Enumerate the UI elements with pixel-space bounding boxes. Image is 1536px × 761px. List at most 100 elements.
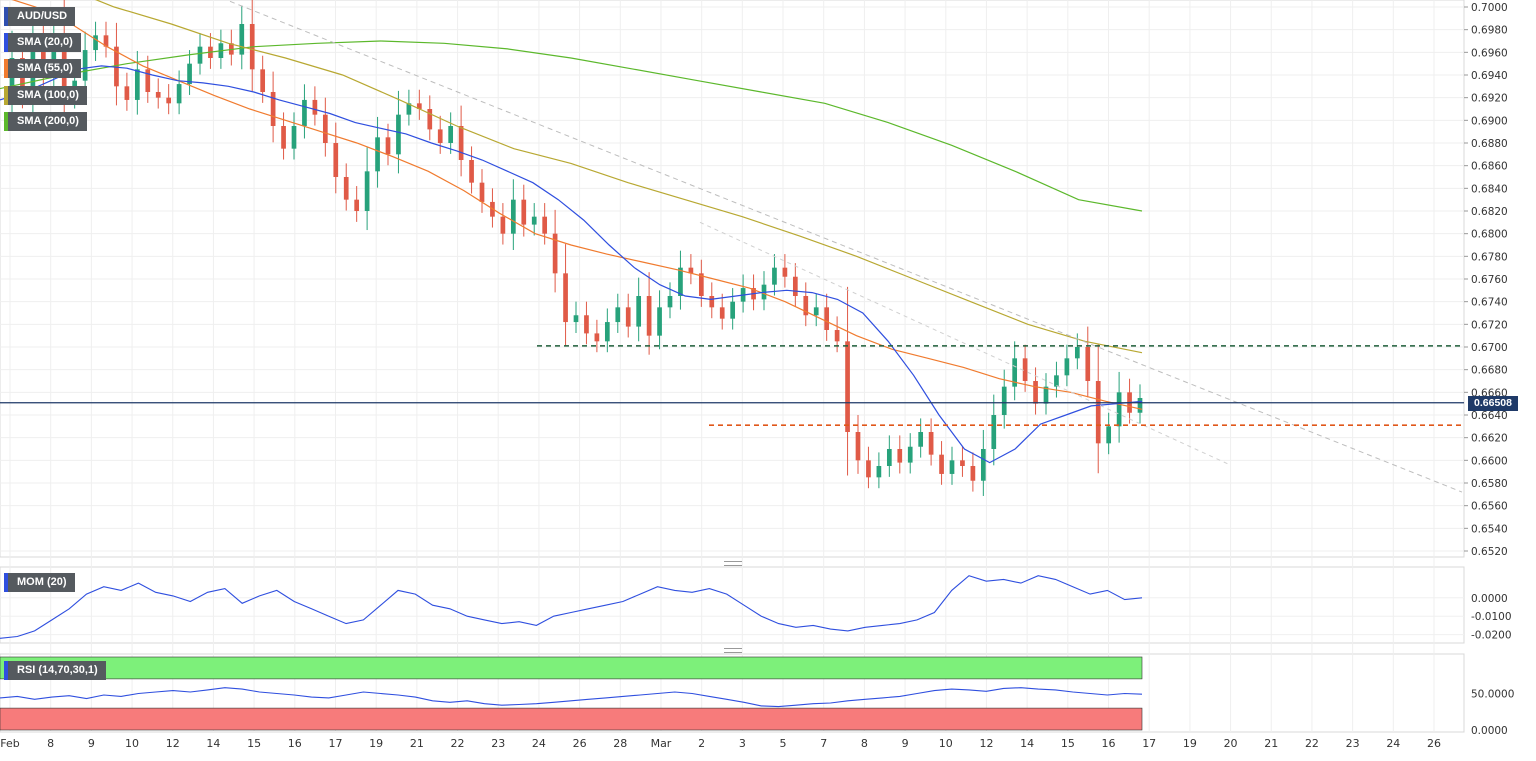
price-tick-label: 0.6620	[1471, 433, 1508, 445]
candle-body	[375, 137, 380, 172]
x-tick-label: 5	[780, 737, 787, 750]
mom-tick-label: -0.0100	[1471, 611, 1512, 623]
candle-body	[260, 69, 266, 92]
price-tick-label: 0.6600	[1471, 455, 1508, 467]
legend-rsi[interactable]: RSI (14,70,30,1)	[4, 661, 106, 680]
x-tick-label: 2	[698, 737, 705, 750]
x-tick-label: 19	[1183, 737, 1197, 750]
candle-body	[604, 322, 610, 342]
candle-body	[427, 109, 433, 130]
candle-body	[1022, 358, 1028, 381]
candle-body	[657, 307, 662, 336]
price-tick-label: 0.6900	[1471, 115, 1508, 127]
candle-body	[563, 273, 568, 323]
x-tick-label: 17	[328, 737, 342, 750]
candle-body	[281, 126, 286, 149]
candle-body	[448, 126, 454, 143]
candle-body	[114, 46, 119, 87]
x-tick-label: 8	[861, 737, 868, 750]
x-tick-label: 14	[206, 737, 220, 750]
x-tick-label: 21	[410, 737, 424, 750]
candle-body	[416, 103, 422, 109]
price-tick-label: 0.6760	[1471, 274, 1508, 286]
candle-body	[834, 330, 840, 342]
candle-body	[782, 267, 788, 277]
legend-momentum[interactable]: MOM (20)	[4, 573, 75, 592]
price-tick-label: 0.6680	[1471, 365, 1508, 377]
x-tick-label: Mar	[651, 737, 672, 750]
candle-body	[531, 216, 537, 225]
candle-body	[93, 35, 98, 51]
rsi-line	[0, 687, 1143, 708]
candle-body	[354, 199, 360, 211]
x-tick-label: 24	[532, 737, 546, 750]
candle-body	[991, 415, 997, 449]
price-tick-label: 0.6860	[1471, 161, 1508, 173]
sma55-line	[11, 0, 1143, 410]
candle-body	[1043, 386, 1049, 404]
x-tick-label: 22	[451, 737, 465, 750]
candle-body	[615, 307, 621, 323]
x-tick-label: 9	[902, 737, 909, 750]
candle-body	[719, 307, 725, 319]
candle-body	[1137, 398, 1143, 413]
candle-body	[792, 276, 798, 296]
candle-body	[1095, 381, 1101, 444]
price-tick-label: 0.6640	[1471, 410, 1508, 422]
candle-body	[9, 58, 15, 104]
candle-body	[312, 99, 318, 115]
candle-body	[949, 460, 955, 474]
rsi-tick-label: 0.0000	[1471, 725, 1508, 737]
candle-body	[124, 86, 130, 100]
candle-body	[458, 126, 464, 160]
x-tick-label: 7	[820, 737, 827, 750]
legend-sma100[interactable]: SMA (100,0)	[4, 86, 87, 105]
candle-body	[980, 449, 986, 481]
mom-tick-label: -0.0200	[1471, 630, 1512, 642]
candle-body	[573, 315, 579, 323]
x-tick-label: 20	[1224, 737, 1238, 750]
candle-body	[239, 24, 245, 55]
candle-body	[385, 137, 391, 155]
candle-body	[1106, 426, 1112, 444]
candle-body	[103, 35, 109, 47]
x-tick-label: 15	[1061, 737, 1075, 750]
candle-body	[176, 84, 182, 104]
x-tick-label: 17	[1142, 737, 1156, 750]
candle-body	[187, 63, 192, 85]
pane-resize-handle-1[interactable]	[724, 561, 742, 566]
candle-body	[479, 182, 485, 202]
candle-body	[521, 199, 527, 225]
legend-sma20[interactable]: SMA (20,0)	[4, 33, 81, 52]
candle-body	[51, 35, 57, 75]
price-tick-label: 0.6940	[1471, 70, 1508, 82]
price-tick-label: 0.6720	[1471, 319, 1508, 331]
x-tick-label: 16	[288, 737, 302, 750]
rsi-oversold-zone	[0, 707, 1143, 731]
x-tick-label: 9	[88, 737, 95, 750]
candle-body	[667, 296, 673, 308]
candle-body	[813, 307, 819, 316]
x-tick-label: 3	[739, 737, 746, 750]
candle-body	[897, 449, 903, 463]
legend-symbol[interactable]: AUD/USD	[4, 7, 76, 26]
legend-sma200[interactable]: SMA (200,0)	[4, 112, 87, 131]
candle-body	[824, 307, 830, 330]
candle-body	[594, 333, 600, 342]
candle-body	[845, 341, 850, 432]
candle-body	[406, 103, 412, 115]
x-tick-label: 26	[573, 737, 587, 750]
price-tick-label: 0.6980	[1471, 25, 1508, 37]
x-tick-label: 19	[369, 737, 383, 750]
x-tick-label: 12	[166, 737, 180, 750]
candle-body	[343, 177, 349, 200]
candle-body	[510, 199, 516, 234]
candle-body	[709, 296, 715, 308]
legend-sma55[interactable]: SMA (55,0)	[4, 59, 81, 78]
pane-resize-handle-2[interactable]	[724, 648, 742, 653]
candle-body	[437, 129, 443, 143]
x-tick-label: 10	[125, 737, 139, 750]
mom-tick-label: 0.0000	[1471, 593, 1508, 605]
